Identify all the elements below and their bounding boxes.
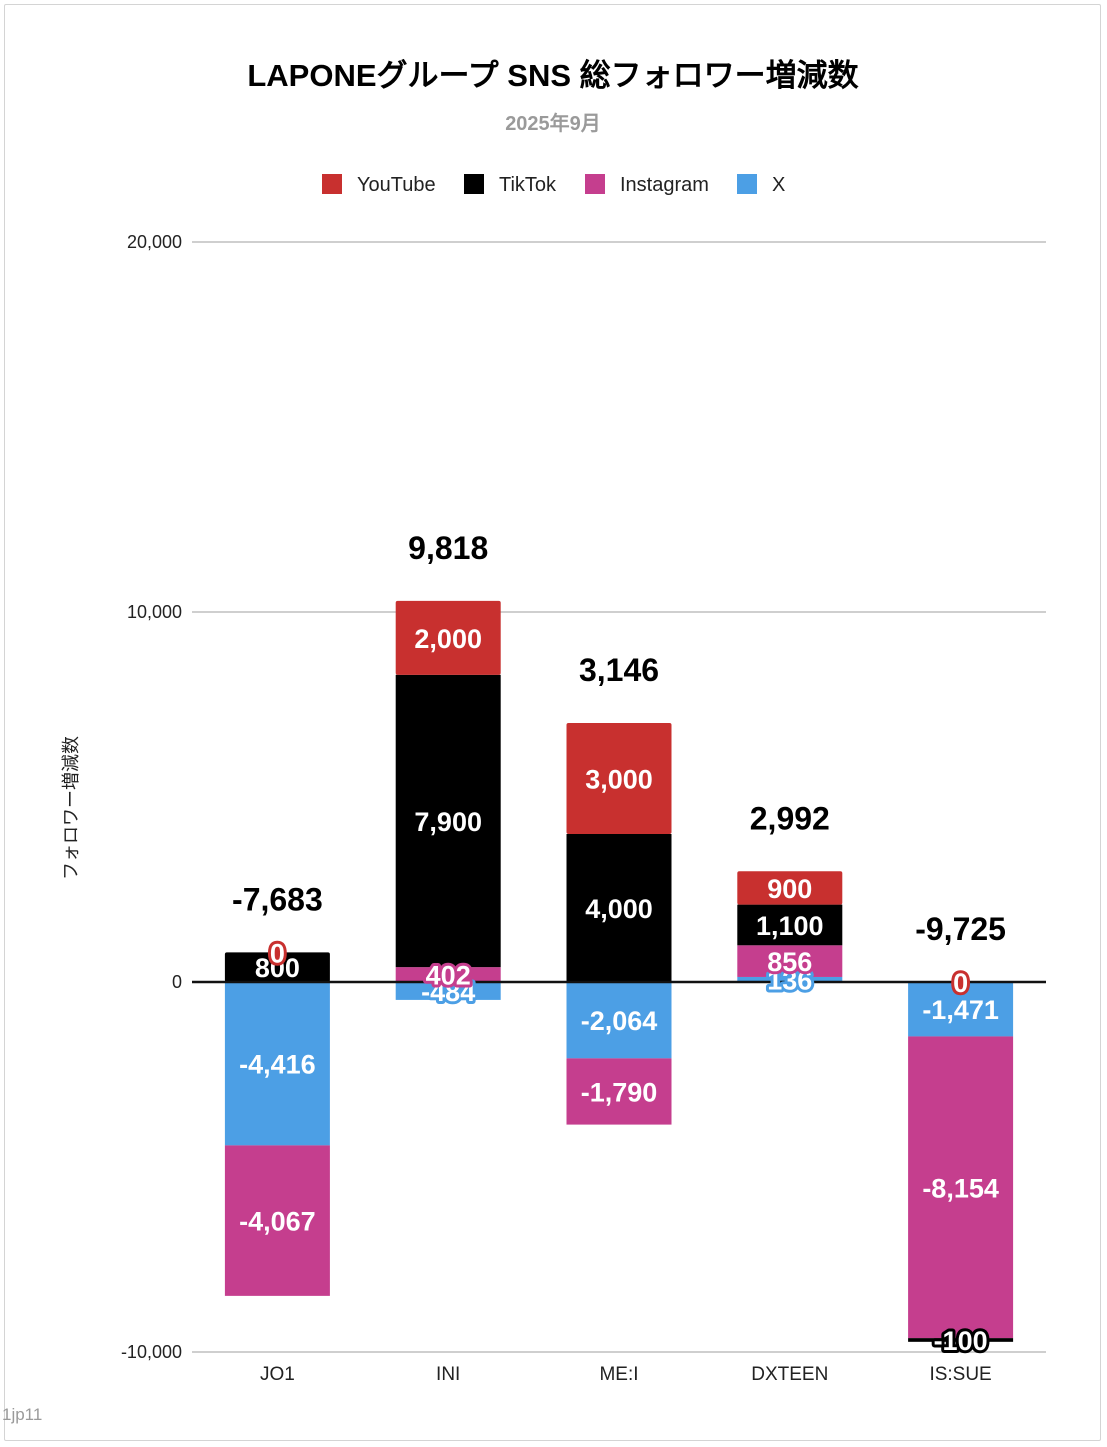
bar-segment-3-4 <box>566 982 672 1059</box>
bar-label-2-3: 402 <box>426 961 471 991</box>
bar-label-4-2: 1,100 <box>756 911 824 941</box>
chart-frame <box>4 4 1101 1441</box>
bar-label-1-4: -4,416 <box>239 1050 316 1080</box>
chart-title: LAPONEグループ SNS 総フォロワー増減数 <box>247 58 858 93</box>
bar-segment-3-2 <box>566 834 672 982</box>
legend-swatch-3 <box>585 174 605 194</box>
bar-segment-2-1 <box>395 600 501 675</box>
chart-subtitle: 2025年9月 <box>505 111 601 135</box>
bar-segment-5-2 <box>908 1338 1014 1342</box>
y-axis-ticks: 20,000 10,000 0 -10,000 <box>121 232 182 1362</box>
total-labels: -7,683 9,818 3,146 2,992 -9,725 <box>232 530 1006 947</box>
bar-label-1-3: -4,067 <box>239 1207 316 1237</box>
bar-segment-4-2 <box>737 904 843 946</box>
credit-text: 1jp11 <box>2 1405 42 1424</box>
total-label-5: -9,725 <box>915 911 1006 947</box>
bar-label-2-2: 7,900 <box>414 807 482 837</box>
bar-segment-3-1 <box>566 723 672 834</box>
x-category-2: INI <box>436 1364 460 1385</box>
segment-labels: -4,416-4,0678000-4844027,9002,000-2,064-… <box>239 624 999 1359</box>
bar-label-3-2: 4,000 <box>585 894 653 924</box>
legend-label-4: X <box>772 174 785 196</box>
legend: YouTube TikTok Instagram X <box>322 174 785 196</box>
bar-segment-4-1 <box>737 871 843 905</box>
bar-segment-3-3 <box>566 1058 672 1125</box>
legend-swatch-4 <box>737 174 757 194</box>
total-label-2: 9,818 <box>408 530 488 566</box>
bar-segment-1-2 <box>224 952 330 982</box>
bar-label-3-1: 3,000 <box>585 765 653 795</box>
bar-segment-2-4 <box>395 982 501 1000</box>
legend-swatch-1 <box>322 174 342 194</box>
bar-label-3-4: -2,064 <box>581 1006 658 1036</box>
bar-segment-5-4 <box>908 982 1014 1037</box>
gridlines <box>192 241 1046 1353</box>
bar-label-4-3: 856 <box>767 947 812 977</box>
bar-label-5-1: 0 <box>953 968 968 998</box>
y-axis-label: フォロワー増減数 <box>61 736 81 880</box>
bar-label-2-4: -484 <box>421 977 475 1007</box>
bar-segment-5-3 <box>908 1036 1014 1339</box>
bars <box>224 600 1014 1342</box>
total-label-4: 2,992 <box>750 800 830 836</box>
total-label-3: 3,146 <box>579 652 659 688</box>
legend-label-2: TikTok <box>499 174 557 196</box>
legend-label-1: YouTube <box>357 174 436 196</box>
y-tick-label-2: 10,000 <box>127 602 182 622</box>
x-category-3: ME:I <box>599 1364 638 1385</box>
x-category-1: JO1 <box>260 1364 295 1385</box>
y-tick-label-3: 0 <box>172 972 182 992</box>
bar-label-3-3: -1,790 <box>581 1077 658 1107</box>
x-category-4: DXTEEN <box>751 1364 828 1385</box>
legend-swatch-2 <box>464 174 484 194</box>
bar-label-4-1: 900 <box>767 874 812 904</box>
bar-label-5-3: -8,154 <box>922 1173 999 1203</box>
legend-label-3: Instagram <box>620 174 709 196</box>
bar-label-4-4: 136 <box>767 965 812 995</box>
y-tick-label-1: 20,000 <box>127 232 182 252</box>
bar-label-2-1: 2,000 <box>414 624 482 654</box>
bar-segment-4-4 <box>737 976 843 982</box>
bar-segment-4-3 <box>737 945 843 977</box>
bar-segment-1-3 <box>224 1145 330 1296</box>
x-category-5: IS:SUE <box>929 1364 991 1385</box>
bar-label-1-2: 800 <box>255 953 300 983</box>
x-axis-categories: JO1 INI ME:I DXTEEN IS:SUE <box>260 1364 992 1385</box>
bar-label-5-4: -1,471 <box>922 995 999 1025</box>
bar-label-5-2: -100 <box>934 1326 988 1356</box>
bar-label-1-1: 0 <box>270 938 285 968</box>
bar-segment-1-4 <box>224 982 330 1146</box>
y-tick-label-4: -10,000 <box>121 1342 182 1362</box>
bar-segment-2-2 <box>395 674 501 968</box>
bar-segment-2-3 <box>395 967 501 982</box>
total-label-1: -7,683 <box>232 881 323 917</box>
